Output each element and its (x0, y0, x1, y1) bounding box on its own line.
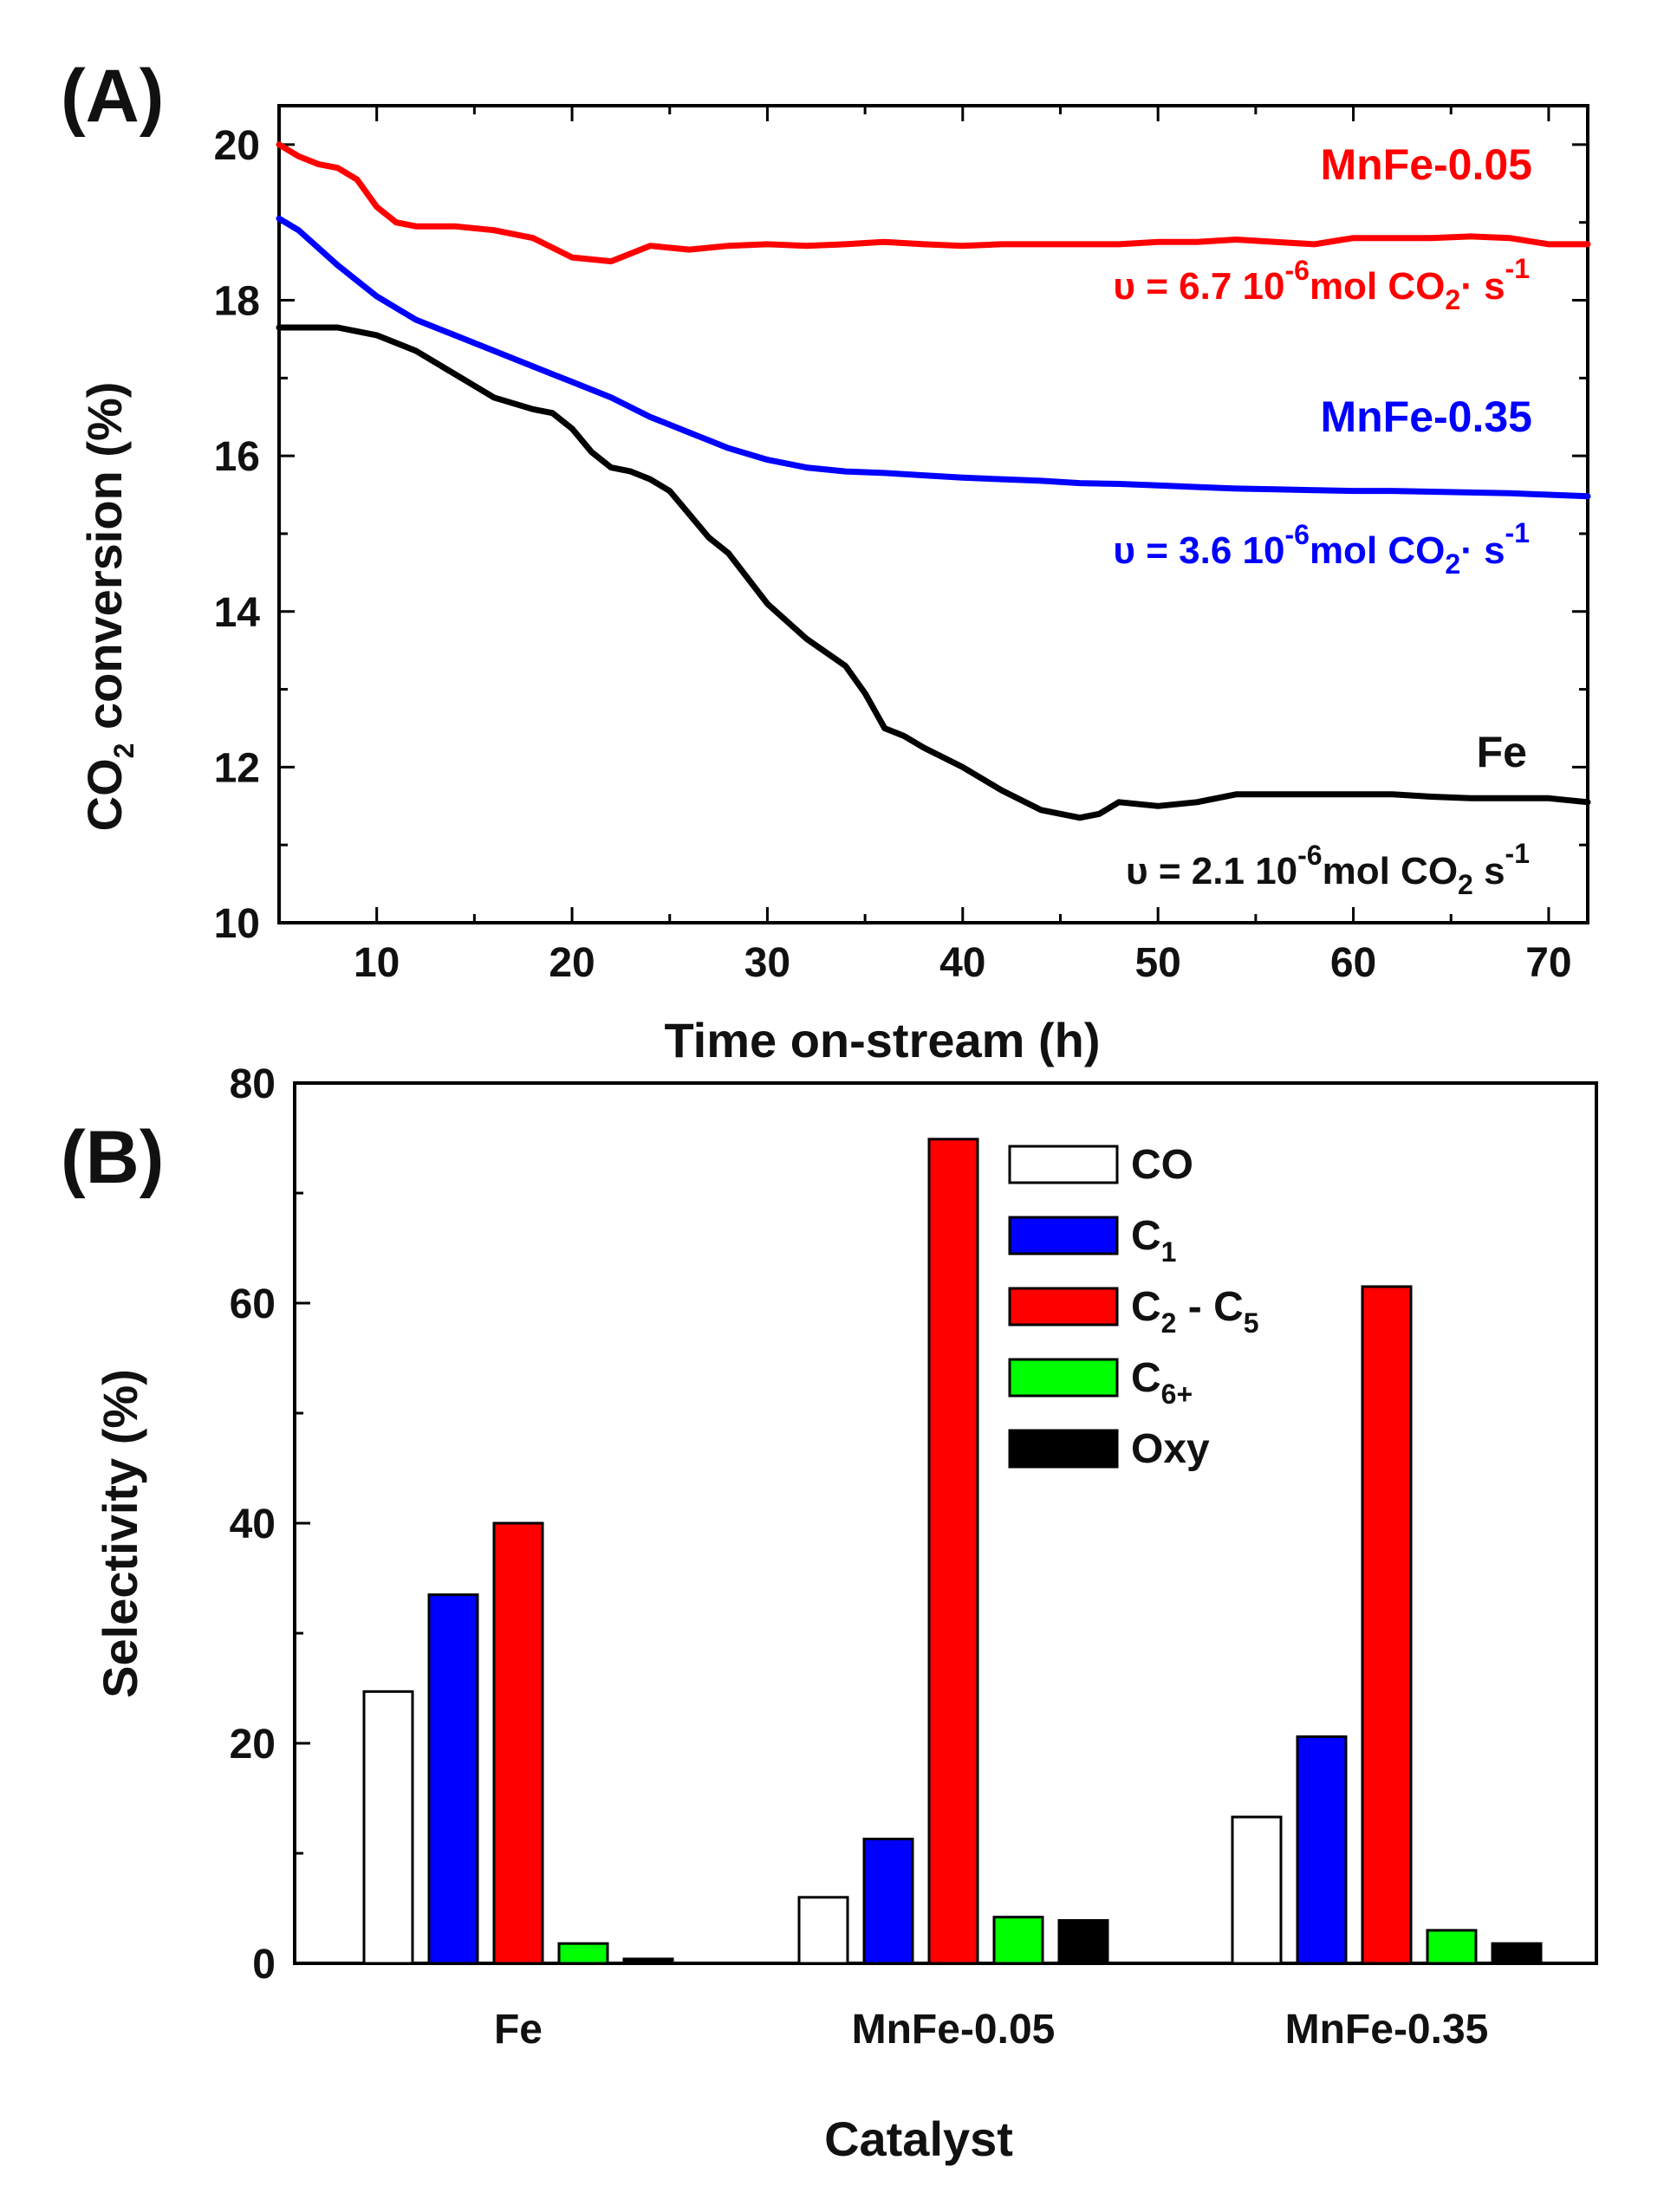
bar-mnfe-0-35-c6 (1426, 1929, 1478, 1965)
legend-label-c2-c5: C2 - C5 (1131, 1284, 1259, 1339)
legend-swatch-c2-c5 (1008, 1287, 1119, 1327)
mnfe035-label: MnFe-0.35 (1320, 392, 1532, 441)
catalyst-category-labels: Fe MnFe-0.05 MnFe-0.35 (494, 2007, 1488, 2053)
sel-y-tick-label-0: 0 (252, 1942, 276, 1988)
series-line-mnfe-0-35 (276, 215, 1591, 500)
selectivity-x-axis-title: Catalyst (824, 2111, 1013, 2166)
legend-label-c1: C1 (1131, 1213, 1176, 1268)
conversion-panel: (A) 10 20 30 40 50 60 70 10 12 14 16 18 20 Time on-s… (61, 55, 1591, 1067)
bar-mnfe-0-05-c2-c5 (927, 1138, 979, 1965)
legend-swatch-oxy (1008, 1429, 1119, 1469)
x-tick-label-20: 20 (549, 940, 595, 986)
category-label-mnfe-0-35: MnFe-0.35 (1285, 2007, 1489, 2053)
conversion-y-axis-title: CO2 conversion (%) (77, 382, 140, 832)
legend-swatch-c6 (1008, 1358, 1119, 1398)
sel-y-tick-label-80: 80 (230, 1061, 276, 1107)
conversion-plot-frame (277, 104, 1589, 924)
selectivity-y-axis-title: Selectivity (%) (93, 1369, 147, 1698)
legend-label-oxy: Oxy (1131, 1426, 1210, 1472)
x-tick-label-30: 30 (744, 940, 790, 986)
series-line-mnfe-0-05 (276, 141, 1591, 265)
bar-fe-c6 (557, 1942, 609, 1965)
bar-mnfe-0-05-c6 (992, 1916, 1044, 1965)
mnfe035-rate-label: υ = 3.6 10-6mol CO2· s-1 (1113, 517, 1530, 580)
sel-y-tick-label-60: 60 (230, 1281, 276, 1327)
selectivity-tick-labels: 0 20 40 60 80 (230, 1061, 276, 1988)
bar-mnfe-0-35-c2-c5 (1361, 1285, 1413, 1965)
bar-fe-c1 (427, 1593, 479, 1965)
panel-b-label: (B) (61, 1116, 164, 1199)
conversion-tick-labels: 10 20 30 40 50 60 70 10 12 14 16 18 20 (214, 123, 1572, 986)
mnfe005-rate-label: υ = 6.7 10-6mol CO2· s-1 (1113, 253, 1530, 315)
legend-swatch-co (1008, 1145, 1119, 1184)
bar-fe-co (362, 1690, 414, 1965)
selectivity-axis-ticks (295, 1081, 310, 1965)
bar-mnfe-0-35-c1 (1296, 1735, 1348, 1965)
panel-a-label: (A) (61, 55, 164, 138)
y-tick-label-10: 10 (214, 901, 260, 947)
legend-label-co: CO (1131, 1142, 1193, 1188)
category-label-fe: Fe (494, 2007, 543, 2053)
bar-mnfe-0-35-oxy (1491, 1942, 1543, 1965)
bar-fe-oxy (622, 1957, 674, 1965)
mnfe005-label: MnFe-0.05 (1320, 140, 1532, 189)
y-tick-label-12: 12 (214, 745, 260, 791)
bar-fe-c2-c5 (492, 1521, 544, 1965)
x-tick-label-40: 40 (939, 940, 985, 986)
sel-y-tick-label-20: 20 (230, 1722, 276, 1768)
y-tick-label-14: 14 (214, 590, 261, 636)
bar-mnfe-0-05-oxy (1057, 1918, 1109, 1965)
x-tick-label-70: 70 (1525, 940, 1571, 986)
legend-swatch-c1 (1008, 1216, 1119, 1255)
sel-y-tick-label-40: 40 (230, 1502, 276, 1547)
conversion-axis-ticks (277, 106, 1588, 924)
fe-rate-label: υ = 2.1 10-6mol CO2 s-1 (1126, 838, 1530, 900)
selectivity-bars (362, 1138, 1543, 1965)
conversion-x-axis-title: Time on-stream (h) (664, 1013, 1100, 1067)
x-tick-label-60: 60 (1330, 940, 1376, 986)
x-tick-label-50: 50 (1134, 940, 1180, 986)
conversion-series-lines (276, 141, 1591, 821)
y-tick-label-16: 16 (214, 434, 260, 480)
selectivity-legend: CO C1 C2 - C5 C6+ Oxy (1008, 1142, 1259, 1472)
y-tick-label-20: 20 (214, 123, 260, 169)
bar-mnfe-0-35-co (1231, 1815, 1283, 1965)
fe-label: Fe (1477, 728, 1527, 776)
bar-mnfe-0-05-co (797, 1896, 849, 1965)
legend-label-c6: C6+ (1131, 1355, 1193, 1410)
x-tick-label-10: 10 (354, 940, 400, 986)
bar-mnfe-0-05-c1 (862, 1837, 914, 1965)
y-tick-label-18: 18 (214, 279, 260, 325)
series-line-fe (276, 324, 1591, 821)
category-label-mnfe-0-05: MnFe-0.05 (852, 2007, 1056, 2053)
